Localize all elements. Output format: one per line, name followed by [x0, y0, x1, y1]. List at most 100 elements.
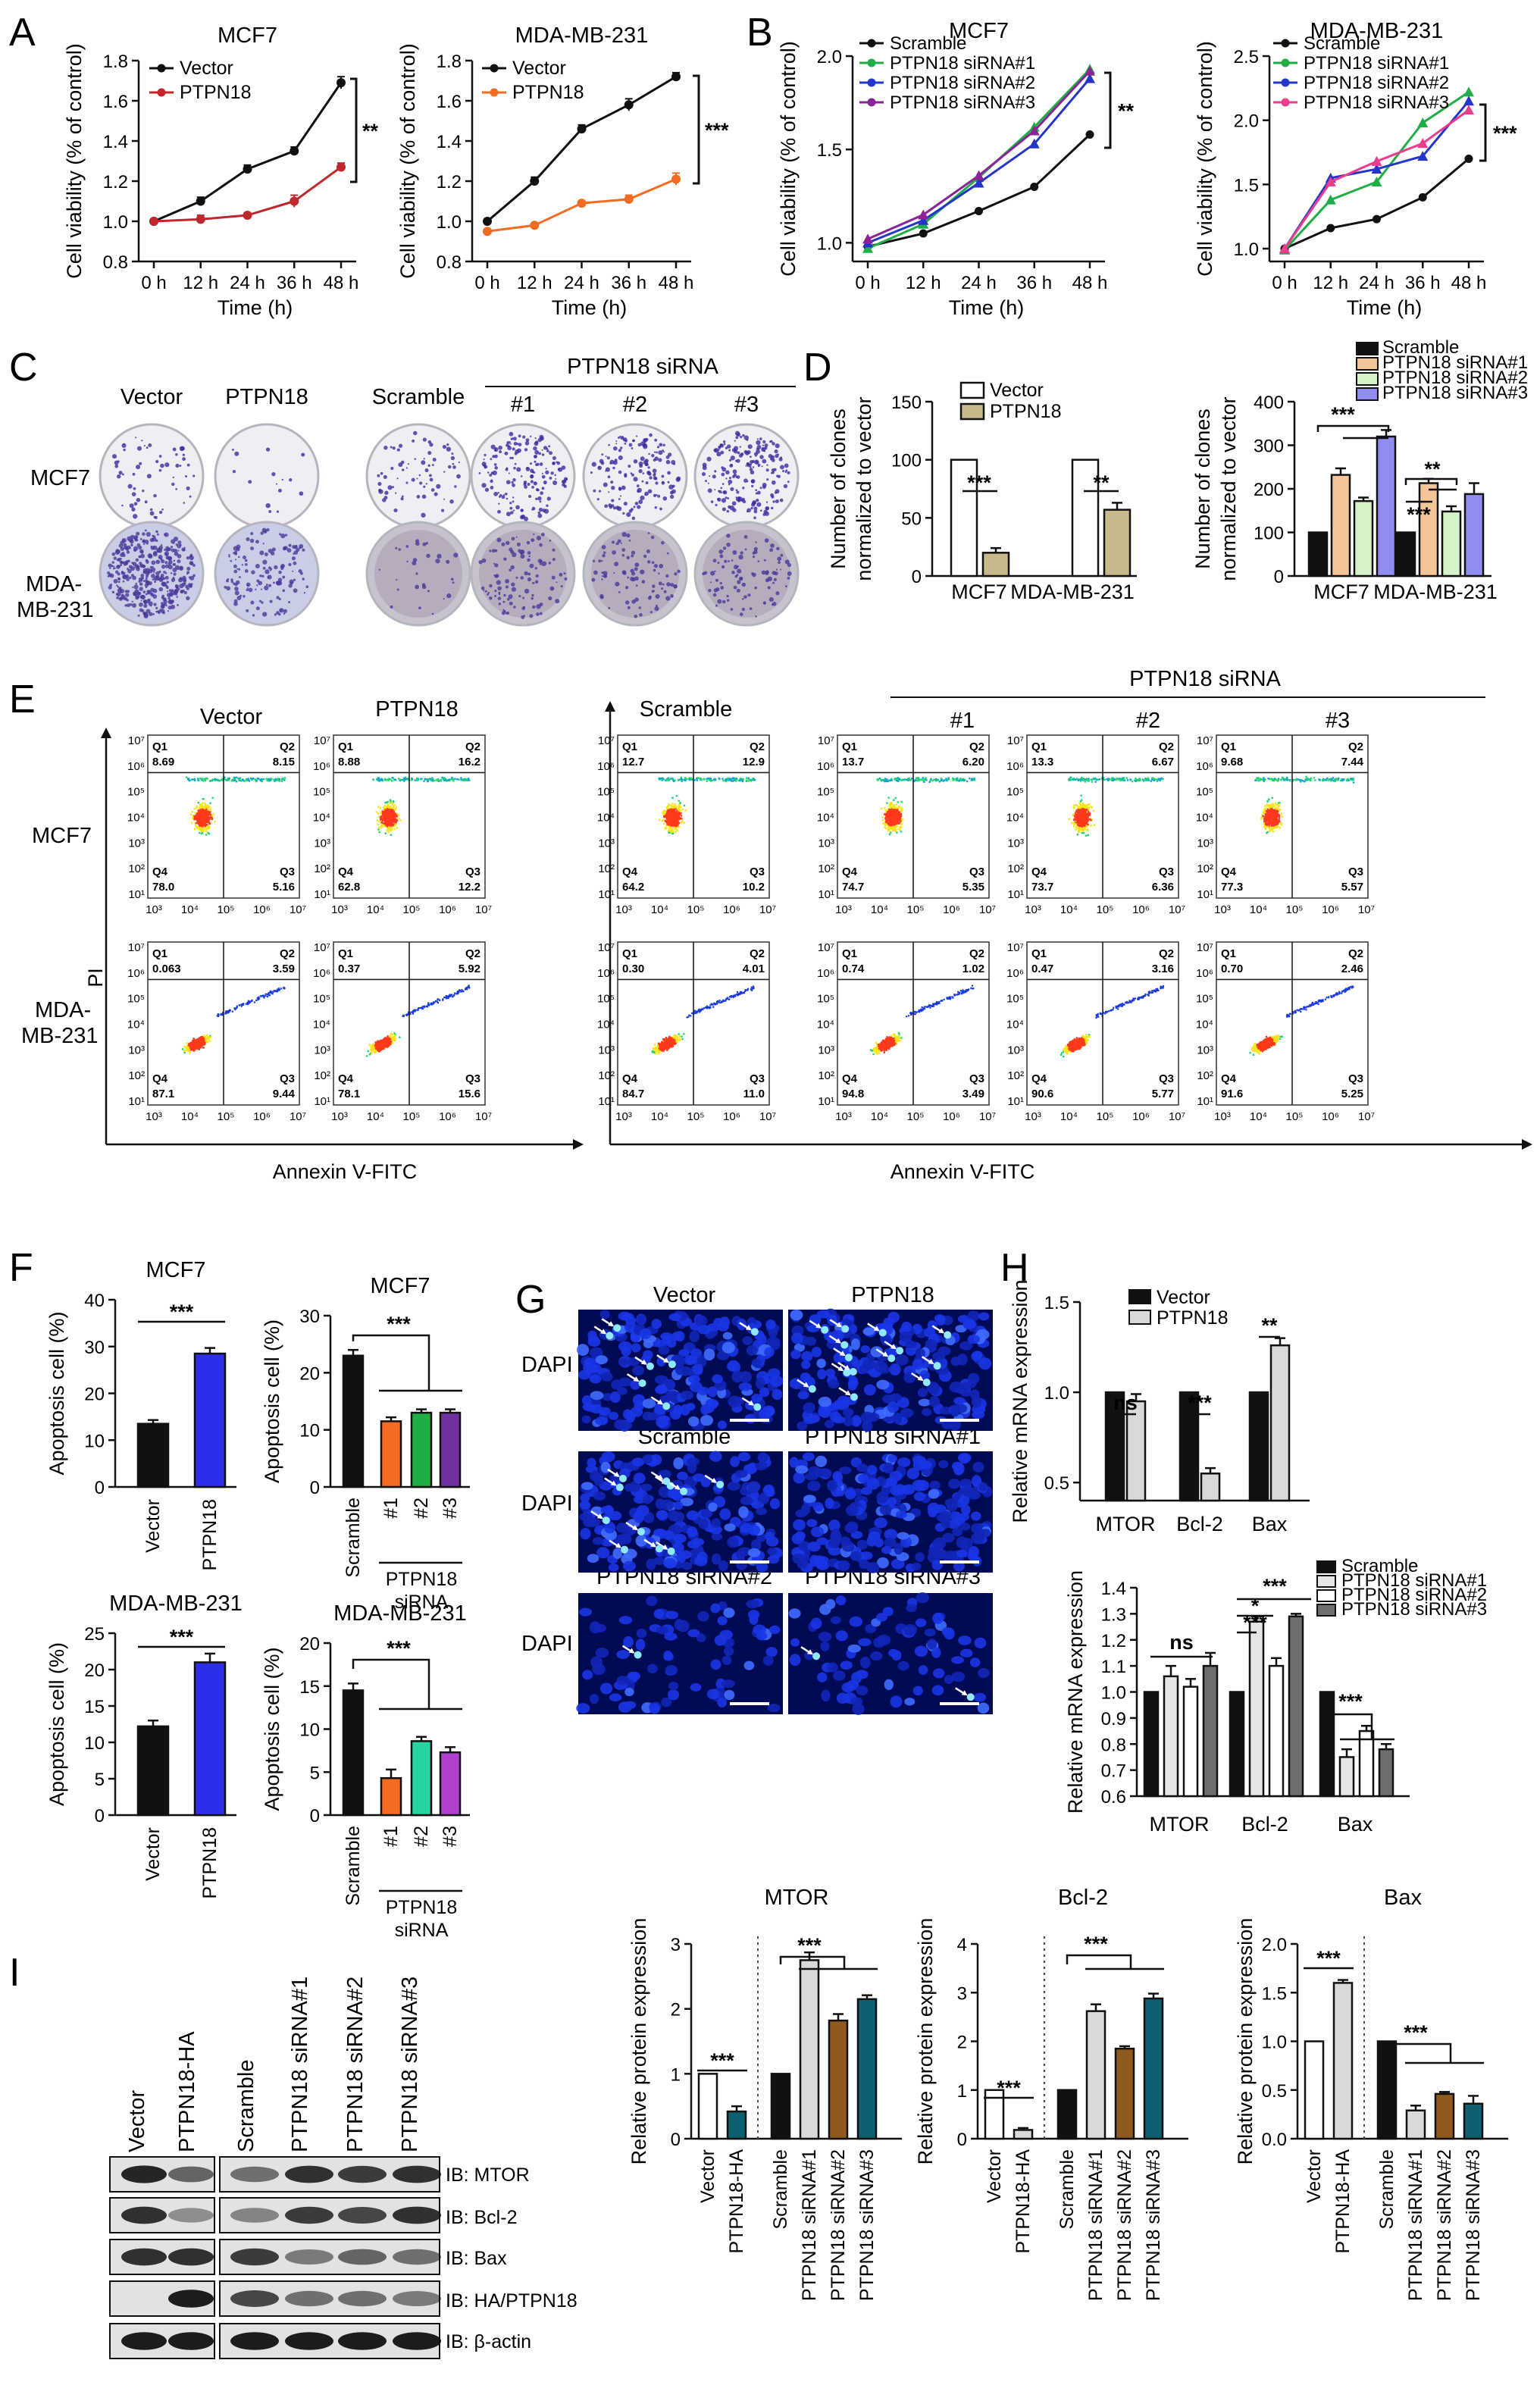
y-log-tick: 10⁷ — [128, 734, 145, 747]
colony-dot — [171, 600, 174, 603]
panel-letter-c: C — [9, 346, 38, 390]
flow-event — [671, 832, 675, 834]
colony-dot — [665, 596, 671, 601]
colony-dot — [149, 511, 155, 516]
legend-swatch — [1128, 1310, 1151, 1325]
colony-dot — [138, 602, 143, 607]
colony-dot — [498, 591, 501, 594]
colony-dot — [121, 473, 124, 476]
colony-dot — [531, 593, 534, 597]
flow-event — [943, 779, 946, 781]
significance-mark: *** — [170, 1626, 194, 1648]
colony-dot — [390, 605, 393, 609]
colony-dot — [653, 474, 656, 477]
colony-dot — [503, 593, 506, 597]
flow-event — [269, 779, 271, 781]
flow-event — [678, 814, 680, 816]
colony-dot — [773, 577, 777, 581]
flow-event — [668, 803, 670, 806]
colony-dot — [246, 537, 250, 542]
colony-dot — [523, 516, 529, 521]
flow-event — [668, 831, 670, 834]
colony-dot — [378, 568, 380, 571]
x-tick-label: PTPN18-HA — [1332, 2149, 1354, 2254]
colony-dot — [756, 498, 759, 502]
flow-event — [891, 809, 894, 812]
colony-dot — [628, 539, 631, 542]
flow-event — [666, 807, 669, 809]
flow-event — [380, 778, 383, 780]
quadrant-name: Q3 — [750, 865, 765, 878]
colony-dot — [421, 512, 426, 518]
flow-event — [667, 778, 670, 781]
x-tick-label: Vector — [142, 1499, 164, 1553]
flow-event — [678, 812, 681, 815]
colony-dot — [279, 609, 282, 612]
data-point — [196, 214, 205, 224]
colony-dot — [429, 477, 434, 482]
flow-y-axis-label: PI — [84, 968, 107, 988]
flow-event — [202, 828, 205, 831]
flow-event — [283, 777, 286, 779]
colony-dot — [590, 471, 593, 474]
bar — [726, 2110, 747, 2140]
colony-dot — [498, 445, 502, 450]
flow-event — [700, 778, 702, 780]
colony-dot — [601, 453, 604, 456]
flow-event — [890, 801, 893, 804]
colony-dot — [186, 486, 190, 490]
colony-dot — [775, 499, 779, 504]
colony-dot — [490, 486, 494, 490]
flow-event — [900, 800, 903, 803]
colony-dot — [418, 606, 421, 610]
bar — [1418, 482, 1439, 577]
flow-event — [186, 778, 189, 781]
flow-event — [456, 778, 459, 781]
flow-event — [674, 803, 677, 806]
bar — [193, 1352, 227, 1488]
quadrant-value-q1: 8.69 — [152, 756, 174, 768]
flow-event — [387, 828, 390, 830]
data-point — [1464, 155, 1473, 163]
flow-event — [708, 779, 710, 781]
colony-dot — [759, 437, 762, 440]
colony-dot — [255, 588, 257, 590]
bar — [439, 1411, 462, 1488]
flow-event — [431, 778, 434, 781]
y-axis-label: Apoptosis cell (%) — [261, 1319, 283, 1483]
colony-dot — [749, 465, 752, 468]
flow-event — [681, 778, 684, 781]
y-tick-label: 15 — [84, 1697, 105, 1717]
flow-event — [888, 829, 891, 832]
colony-dot — [756, 449, 760, 454]
data-point — [1463, 86, 1474, 97]
colony-dot — [421, 583, 426, 587]
data-point — [577, 199, 587, 208]
colony-dot — [777, 474, 781, 478]
flow-event — [196, 825, 198, 828]
flow-event — [890, 817, 892, 820]
y-log-tick: 10¹ — [314, 888, 330, 901]
flow-event — [897, 807, 899, 809]
y-log-tick: 10⁵ — [127, 786, 145, 799]
flow-event — [700, 779, 703, 781]
colony-dot — [750, 506, 753, 510]
flow-event — [963, 779, 966, 782]
colony-dot — [671, 596, 673, 598]
sig-bracket — [1326, 1713, 1373, 1739]
significance-mark: *** — [710, 2049, 734, 2072]
colony-dot — [543, 509, 549, 514]
flow-col-2: #2 — [1136, 709, 1160, 733]
colony-dot — [666, 582, 671, 587]
colony-dot — [124, 561, 129, 565]
y-axis-label: Relative protein expression — [914, 1918, 937, 2165]
colony-dot — [496, 580, 501, 585]
colony-dot — [536, 604, 541, 609]
y-tick-label: 5 — [95, 1770, 105, 1790]
data-point — [530, 177, 540, 186]
flow-event — [235, 781, 238, 783]
flow-event — [669, 809, 672, 811]
flow-event — [672, 780, 675, 783]
colony-dot — [661, 474, 665, 478]
colony-dot — [772, 602, 777, 606]
